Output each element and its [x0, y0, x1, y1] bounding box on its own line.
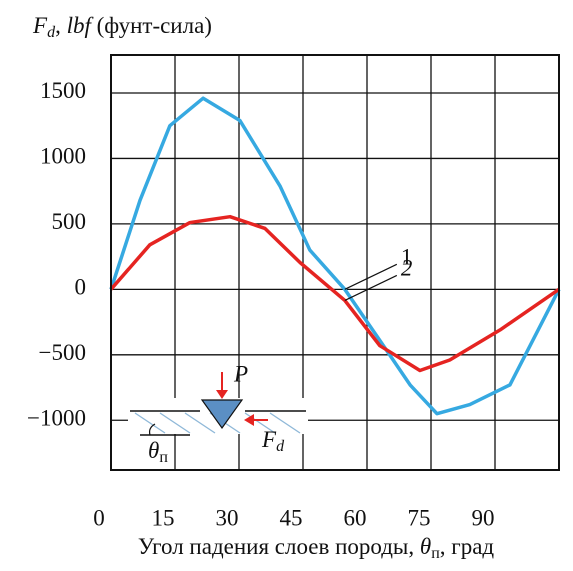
inset-label-part: θ: [148, 438, 159, 463]
y-tick-label: −500: [39, 340, 86, 365]
y-label-part: lbf: [67, 13, 95, 38]
y-tick-label: 1500: [40, 78, 86, 103]
inset-label-part: F: [261, 427, 277, 452]
inset-label-part: d: [276, 438, 285, 455]
y-axis-label: Fd, lbf (фунт-сила): [32, 13, 212, 40]
inset-diagram: P Fd θп: [128, 361, 308, 466]
legend-label: 2: [401, 256, 413, 281]
x-tick-label: 15: [152, 505, 175, 530]
series-line: [109, 96, 561, 416]
plot-frame: [110, 54, 560, 471]
y-tick-label: 0: [75, 275, 87, 300]
inset-label: Fd: [261, 427, 285, 454]
y-tick-label: 500: [52, 209, 87, 234]
inset-label: P: [233, 361, 248, 386]
inset-label-part: п: [159, 449, 168, 466]
indenter: [200, 399, 244, 430]
legend-leader: [344, 274, 398, 302]
y-label-part: F: [32, 13, 48, 38]
legend-leader: [344, 263, 398, 290]
x-axis-label: Угол падения слоев породы, θп, град: [138, 534, 495, 561]
y-label-part: ,: [55, 13, 67, 38]
x-tick-label: 45: [280, 505, 303, 530]
x-label-part: θ: [420, 534, 431, 559]
x-tick-label: 75: [408, 505, 431, 530]
inset-label: θп: [148, 438, 168, 465]
x-tick-label: 0: [93, 505, 105, 530]
y-tick-label: −1000: [27, 406, 86, 431]
x-tick-label: 60: [344, 505, 367, 530]
x-label-part: п: [431, 545, 440, 562]
x-tick-label: 90: [472, 505, 495, 530]
legend-label: 1: [401, 245, 413, 270]
x-label-part: , град: [440, 534, 495, 559]
x-label-part: Угол падения слоев породы,: [138, 534, 420, 559]
y-label-part: d: [47, 24, 56, 41]
y-label-part: (фунт-сила): [91, 13, 212, 38]
x-tick-label: 30: [216, 505, 239, 530]
y-tick-label: 1000: [40, 144, 86, 169]
series-line: [109, 214, 560, 373]
